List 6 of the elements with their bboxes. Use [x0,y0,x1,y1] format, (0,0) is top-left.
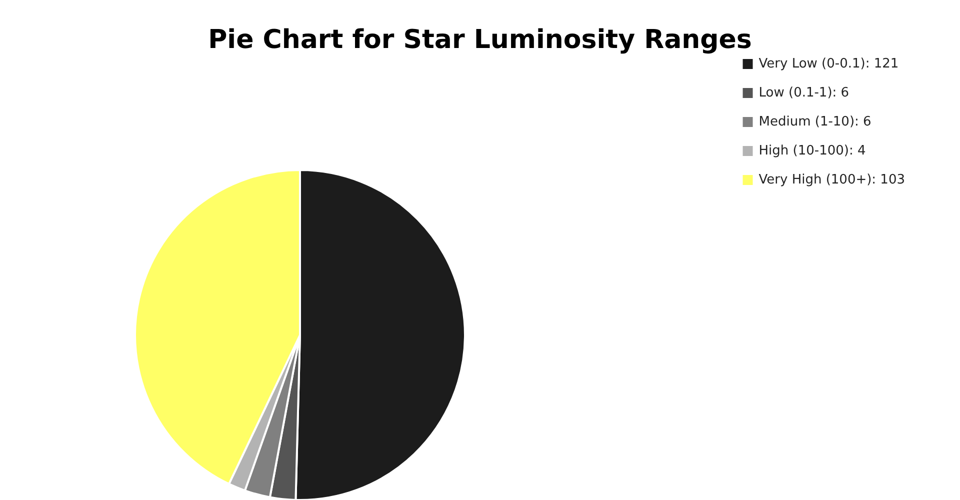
legend-label: Medium (1-10): 6 [758,114,872,130]
legend-label: High (10-100): 4 [758,144,866,158]
legend-label: Very High (100+): 103 [758,172,906,188]
legend-label: Very Low (0-0.1): 121 [758,56,899,72]
chart-title: Pie Chart for Star Luminosity Ranges [208,25,752,55]
legend-label: Low (0.1-1): 6 [758,86,850,100]
